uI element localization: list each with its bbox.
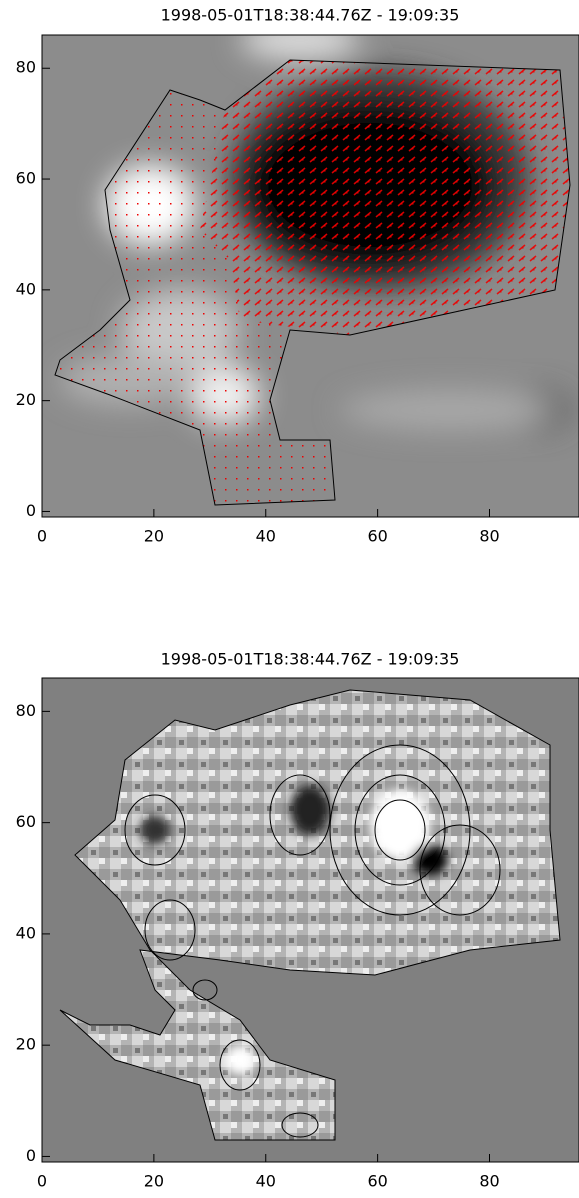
panel-title: 1998-05-01T18:38:44.76Z - 19:09:35 (161, 6, 460, 25)
x-tick-label: 60 (367, 527, 387, 546)
axes-frame (41, 34, 579, 518)
y-tick-label: 0 (26, 501, 36, 520)
x-tick-label: 0 (37, 527, 47, 546)
x-tick-label: 20 (144, 1172, 164, 1191)
y-tick-label: 40 (16, 279, 36, 298)
y-tick-label: 20 (16, 390, 36, 409)
x-tick-label: 20 (144, 527, 164, 546)
panel-title: 1998-05-01T18:38:44.76Z - 19:09:35 (161, 650, 460, 669)
x-tick-label: 80 (479, 527, 499, 546)
x-tick-label: 40 (256, 527, 276, 546)
y-tick-label: 60 (16, 169, 36, 188)
y-tick-label: 0 (26, 1146, 36, 1165)
y-tick-label: 40 (16, 923, 36, 942)
image-panel-2 (42, 678, 579, 1162)
x-tick-label: 60 (367, 1172, 387, 1191)
x-tick-label: 0 (37, 1172, 47, 1191)
y-tick-label: 80 (16, 701, 36, 720)
x-tick-label: 40 (256, 1172, 276, 1191)
x-tick-label: 80 (479, 1172, 499, 1191)
y-tick-label: 80 (16, 58, 36, 77)
y-tick-label: 60 (16, 812, 36, 831)
y-tick-label: 20 (16, 1035, 36, 1054)
image-panel-1 (42, 35, 579, 517)
axes-frame (41, 677, 579, 1163)
